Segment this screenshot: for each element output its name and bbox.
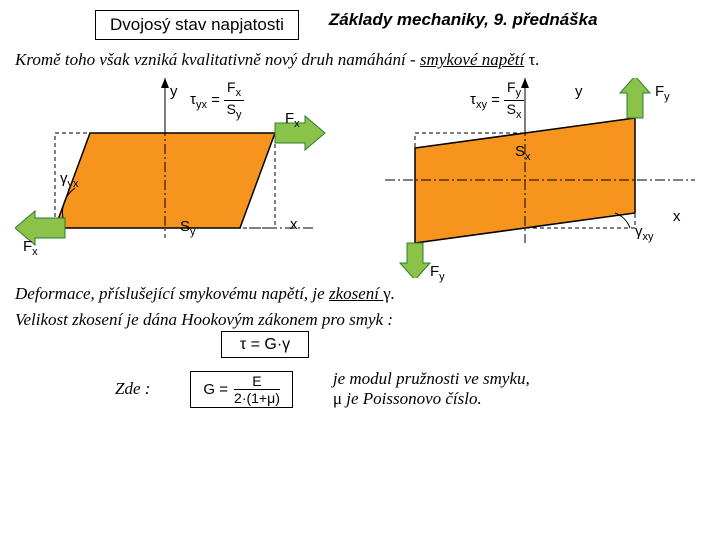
right-x: x (673, 208, 681, 225)
modul-text: je modul pružnosti ve smyku, μ je Poisso… (333, 369, 530, 409)
left-gamma: γyx (60, 170, 79, 190)
diagrams: τyx = Fx Sy τxy = Fy Sx (15, 78, 705, 278)
right-sx: Sx (515, 143, 531, 163)
right-y-label: y (575, 83, 583, 100)
eq1-box: τ = G·γ (221, 331, 309, 358)
tau-symbol: τ (529, 50, 536, 69)
gamma-sym: γ (383, 284, 391, 303)
eq2-frac: E 2·(1+μ) (234, 374, 280, 405)
mu: μ (267, 390, 275, 406)
modul-a: je modul pružnosti ve smyku, (333, 369, 530, 388)
left-x: x (290, 216, 298, 233)
header: Dvojosý stav napjatosti Základy mechanik… (15, 10, 705, 40)
modul-mu: μ (333, 389, 342, 408)
da: 2·(1+ (234, 390, 267, 406)
modul-b: je Poissonovo číslo. (342, 389, 482, 408)
deform-line: Deformace, příslušející smykovému napětí… (15, 284, 705, 304)
right-gamma: γxy (635, 223, 654, 243)
left-y-label: y (170, 83, 178, 100)
left-fx-left: Fx (23, 238, 38, 258)
zde-row: Zde : G = E 2·(1+μ) je modul pružnosti v… (15, 369, 705, 409)
title-box: Dvojosý stav napjatosti (95, 10, 299, 40)
left-sy: Sy (180, 218, 196, 238)
eq2-lhs: G = (203, 381, 228, 398)
left-fx-top: Fx (285, 110, 300, 130)
eq2-box: G = E 2·(1+μ) (190, 371, 292, 408)
right-fy-top: Fy (655, 83, 670, 103)
eq1: τ = G·γ (165, 336, 365, 354)
hook-line: Velikost zkosení je dána Hookovým zákone… (15, 310, 705, 330)
intro-a: Kromě toho však vzniká kvalitativně nový… (15, 50, 420, 69)
diagram-svg (15, 78, 705, 278)
intro-b: smykové napětí (420, 50, 524, 69)
intro-text: Kromě toho však vzniká kvalitativně nový… (15, 50, 705, 70)
right-fy-bot: Fy (430, 263, 445, 283)
zde-label: Zde : (115, 379, 150, 399)
deform-b: zkosení (329, 284, 383, 303)
db: ) (275, 390, 280, 406)
subtitle: Základy mechaniky, 9. přednáška (329, 10, 598, 30)
deform-a: Deformace, příslušející smykovému napětí… (15, 284, 329, 303)
eq2-num: E (234, 374, 280, 390)
